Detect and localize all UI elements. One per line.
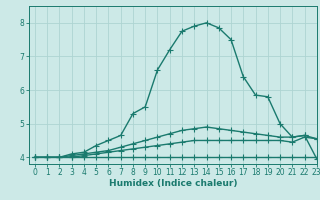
X-axis label: Humidex (Indice chaleur): Humidex (Indice chaleur) bbox=[108, 179, 237, 188]
